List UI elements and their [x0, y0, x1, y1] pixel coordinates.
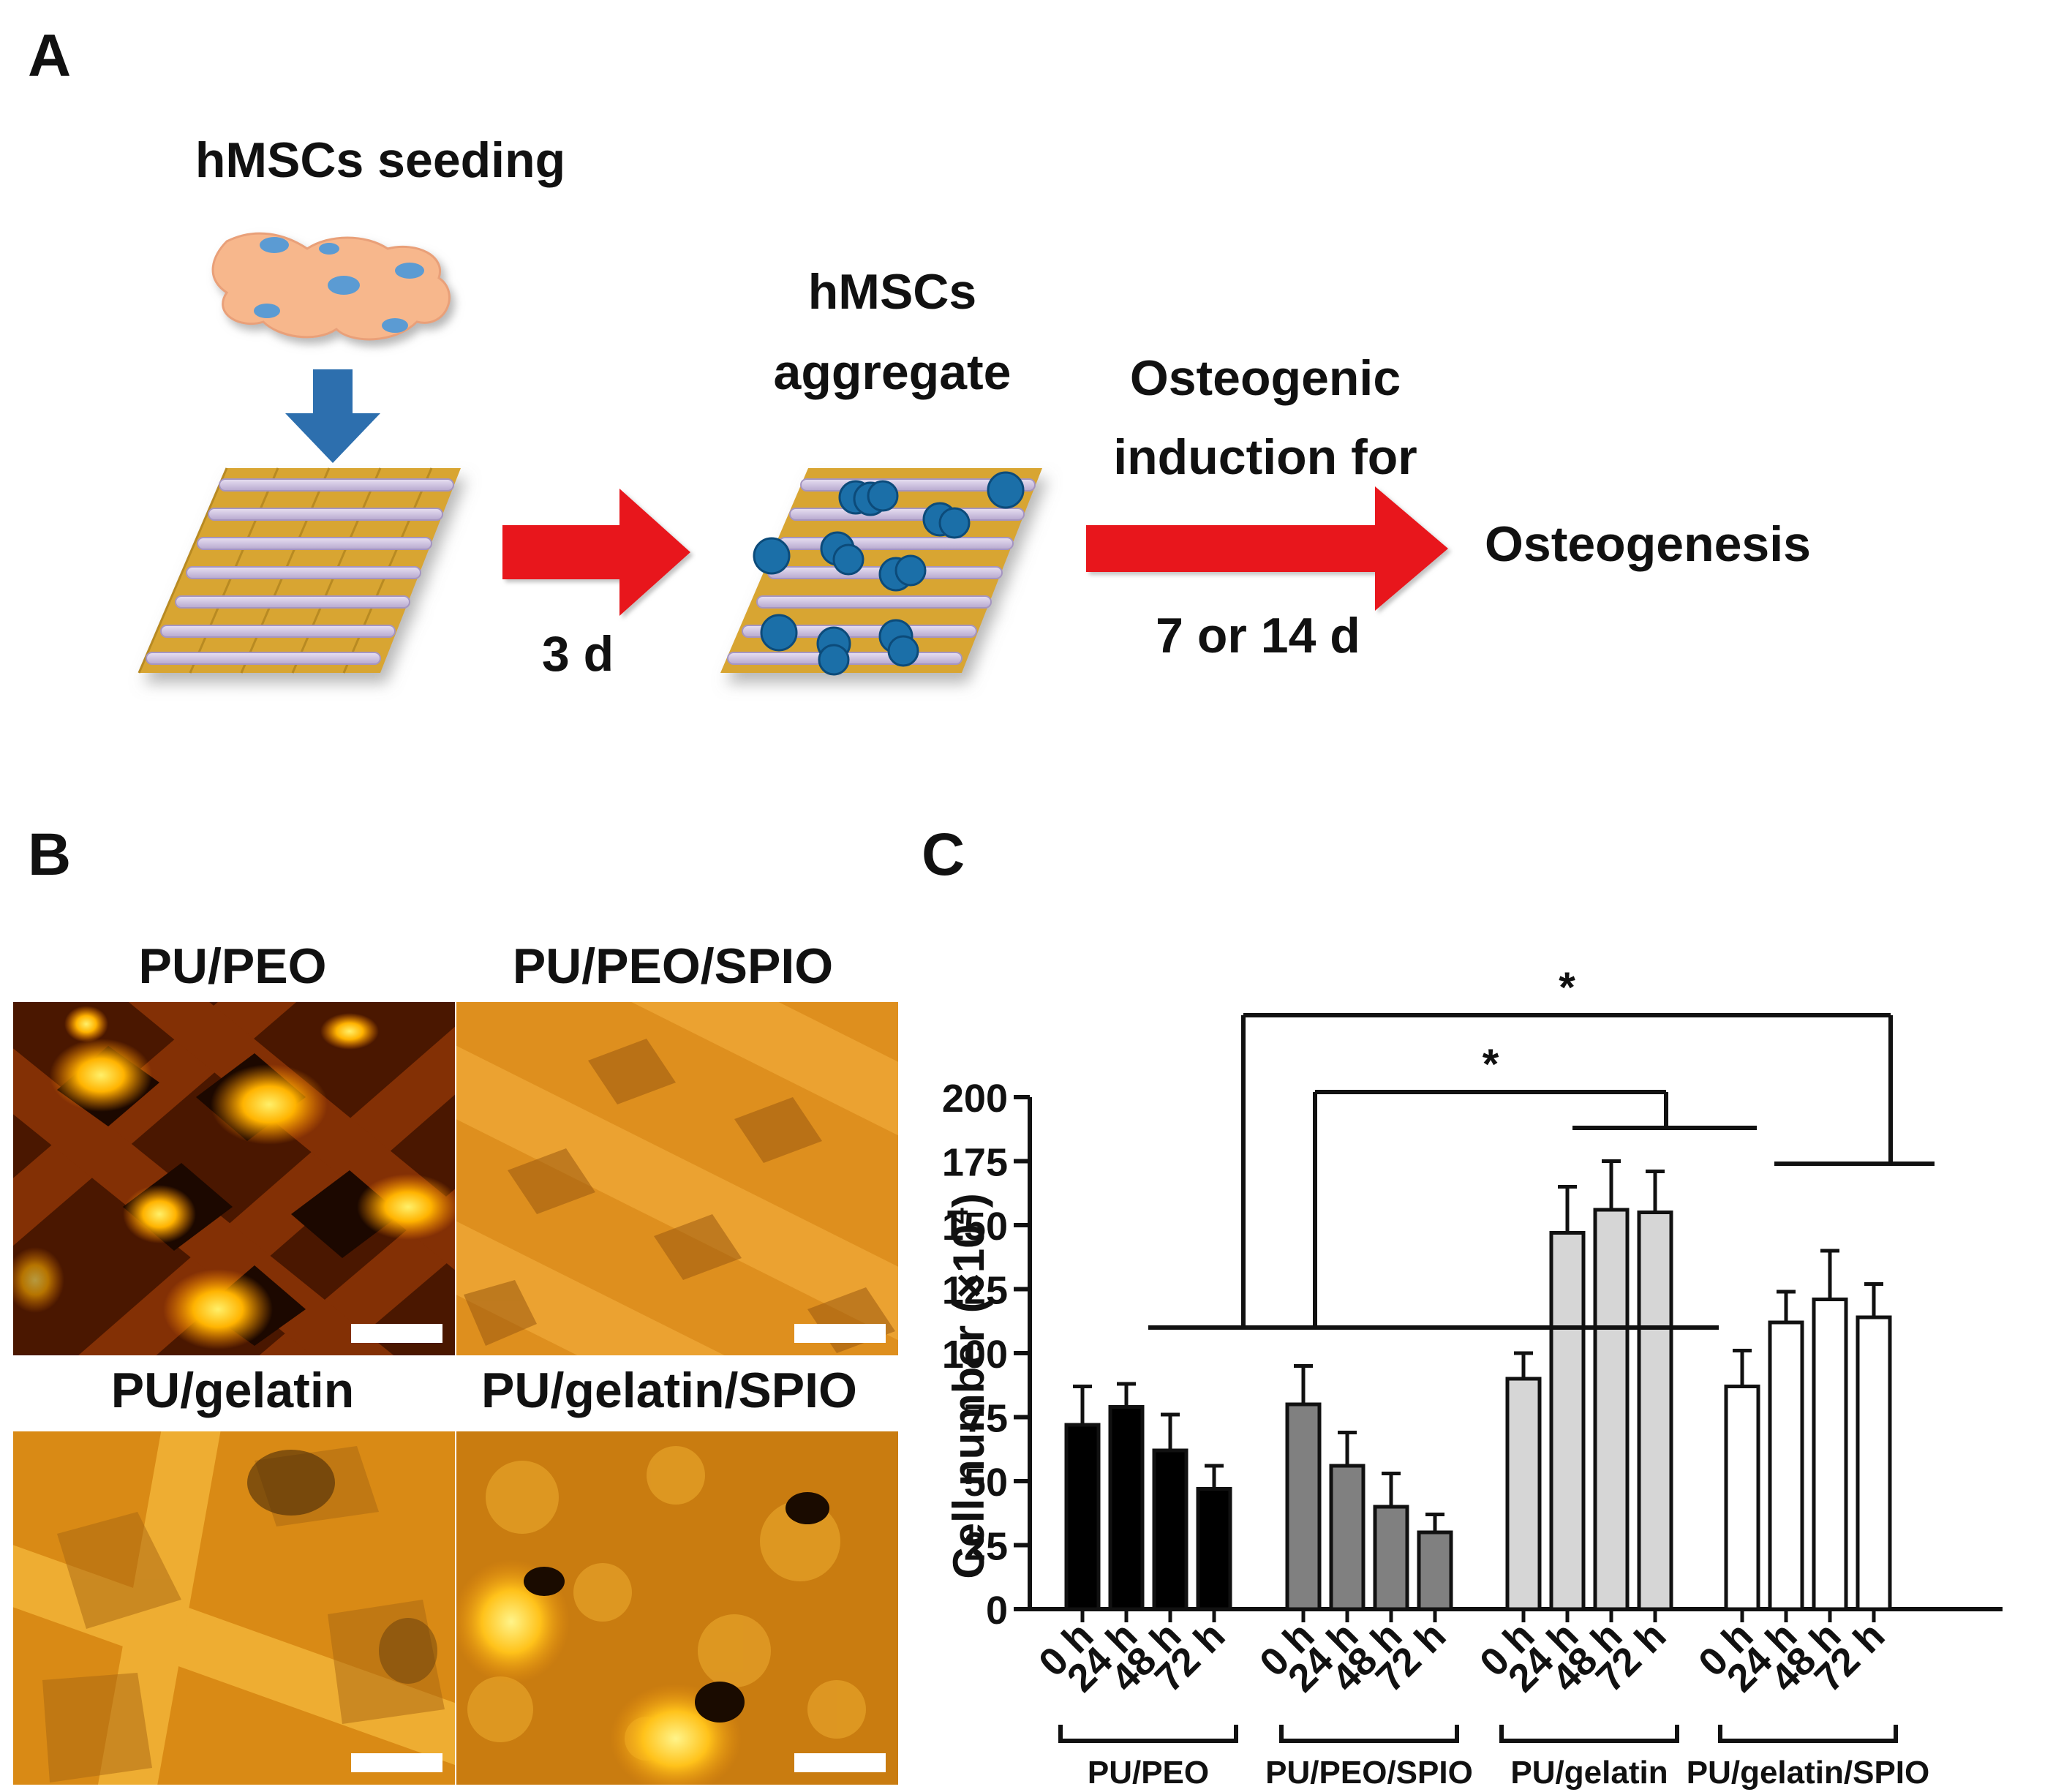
induction-label-line1: Osteogenic [1129, 350, 1401, 406]
panel-label-c: C [922, 821, 965, 888]
group-label: PU/gelatin [1510, 1755, 1668, 1791]
y-tick-label: 150 [942, 1205, 1008, 1249]
bar [1505, 1377, 1542, 1611]
scaffold-illustration [138, 467, 461, 674]
group-bracket [1279, 1725, 1459, 1743]
bar [1549, 1231, 1586, 1611]
micrograph-title-pu-gelatin-spio: PU/gelatin/SPIO [481, 1363, 857, 1418]
scale-bar [351, 1753, 442, 1772]
panel-label-b: B [28, 821, 72, 888]
bar [1417, 1530, 1453, 1611]
aggregate-label-line2: aggregate [773, 345, 1012, 400]
bar [1196, 1487, 1232, 1611]
group-bracket [1718, 1725, 1898, 1743]
induction-arrow-icon [1086, 486, 1448, 611]
bar [1064, 1423, 1101, 1611]
step2-time-label: 7 or 14 d [1156, 608, 1360, 663]
group-label: PU/gelatin/SPIO [1687, 1755, 1930, 1791]
scale-bar [351, 1324, 442, 1343]
y-tick-label: 0 [986, 1589, 1008, 1633]
y-tick-label: 200 [942, 1077, 1008, 1121]
seeding-arrow-icon [285, 369, 380, 463]
significance-star: * [1559, 964, 1575, 1012]
bar [1724, 1385, 1760, 1611]
bar [1812, 1298, 1848, 1611]
micrograph-title-pu-peo: PU/PEO [138, 938, 327, 994]
y-tick-label: 125 [942, 1269, 1008, 1313]
bar [1856, 1315, 1892, 1611]
panel-label-a: A [28, 23, 72, 89]
y-tick-label: 100 [942, 1333, 1008, 1377]
y-axis-title: Cell number (×104) [942, 1193, 993, 1578]
micrograph-pu-gelatin [13, 1431, 455, 1785]
micrograph-pu-peo [13, 1002, 455, 1355]
y-tick-label: 175 [942, 1141, 1008, 1185]
bar [1768, 1320, 1804, 1611]
bar [1637, 1211, 1673, 1611]
bar [1329, 1464, 1365, 1611]
step1-time-label: 3 d [541, 626, 614, 682]
y-tick-label: 75 [964, 1397, 1008, 1441]
bar [1108, 1405, 1145, 1611]
group-bracket [1499, 1725, 1679, 1743]
bar [1152, 1448, 1189, 1611]
micrograph-pu-gelatin-spio [456, 1431, 898, 1785]
micrograph-pu-peo-spio [456, 1002, 898, 1355]
seeding-label: hMSCs seeding [195, 132, 566, 188]
scale-bar [794, 1753, 886, 1772]
scale-bar [794, 1324, 886, 1343]
y-tick-label: 50 [964, 1461, 1008, 1505]
y-tick-label: 25 [964, 1525, 1008, 1569]
micrograph-title-pu-gelatin: PU/gelatin [110, 1363, 355, 1418]
bar [1373, 1505, 1409, 1611]
seeded-cells-illustration [211, 232, 451, 341]
bar [1593, 1208, 1630, 1611]
significance-star: * [1483, 1041, 1499, 1088]
bar [1285, 1402, 1322, 1611]
outcome-label: Osteogenesis [1485, 516, 1811, 572]
aggregate-scaffold-illustration [720, 468, 1042, 676]
group-label: PU/PEO [1088, 1755, 1209, 1791]
induction-label-line2: induction for [1113, 429, 1417, 485]
aggregate-label-line1: hMSCs [807, 264, 977, 320]
cell-number-bar-chart: Cell number (×104) 0 25 50 75 100 125 150 175 20… [942, 964, 2003, 1791]
micrograph-title-pu-peo-spio: PU/PEO/SPIO [512, 938, 834, 994]
group-label: PU/PEO/SPIO [1265, 1755, 1473, 1791]
process-arrow-icon [502, 489, 690, 616]
group-bracket [1058, 1725, 1238, 1743]
